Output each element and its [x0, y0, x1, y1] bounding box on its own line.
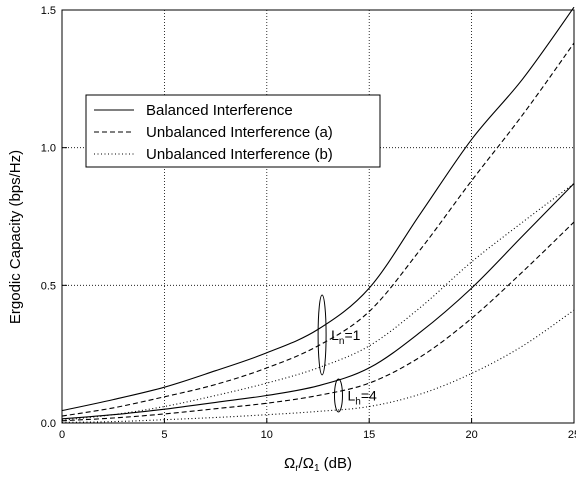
legend: Balanced Interference Unbalanced Interfe… [85, 94, 381, 168]
series-line-dotted-lh4 [61, 309, 575, 423]
x-tick-label: 20 [465, 429, 477, 441]
x-axis-title-unit: (dB) [320, 455, 353, 472]
legend-label-unbalanced-a: Unbalanced Interference (a) [146, 124, 333, 141]
y-tick-label: 0.0 [41, 418, 56, 430]
x-axis-title: Ωr/Ω1 (dB) [284, 455, 352, 474]
x-tick-label: 0 [59, 429, 65, 441]
x-axis-title-omega-r: Ω [284, 455, 295, 472]
series-line-solid-lh4 [61, 183, 575, 420]
series-line-dashed-lh4 [61, 221, 575, 422]
x-axis-title-sub-r: r [295, 463, 299, 474]
y-tick-label: 0.5 [41, 280, 56, 292]
series-line-dashed-ln1 [61, 42, 575, 417]
x-tick-label: 10 [261, 429, 273, 441]
x-tick-label: 5 [161, 429, 167, 441]
x-axis-title-slash: / [299, 455, 304, 472]
x-axis-title-omega-1: Ω [303, 455, 314, 472]
series-line-dotted-ln1 [61, 183, 575, 421]
x-axis-title-sub-1: 1 [314, 463, 320, 474]
legend-label-unbalanced-b: Unbalanced Interference (b) [146, 146, 333, 163]
x-tick-label: 25 [568, 429, 576, 441]
y-tick-label: 1.0 [41, 143, 56, 155]
y-tick-label: 1.5 [41, 5, 56, 17]
annotation-layer: Ln=1 Lh=4 [317, 294, 377, 413]
series-layer [61, 6, 575, 423]
grid-layer [62, 10, 574, 423]
series-line-solid-ln1 [61, 6, 575, 412]
annotation-ellipse-ln1 [317, 294, 327, 376]
tick-layer: 0 5 10 15 20 25 0.0 0.5 1.0 1.5 [41, 5, 576, 441]
plot-frame [61, 9, 575, 424]
legend-label-balanced: Balanced Interference [146, 102, 293, 119]
x-tick-label: 15 [363, 429, 375, 441]
y-axis-title: Ergodic Capacity (bps/Hz) [7, 150, 24, 324]
annotation-ellipse-lh4 [333, 378, 343, 413]
annotation-label-ln1: Ln=1 [331, 327, 361, 347]
legend-box [85, 94, 381, 168]
annotation-label-lh4: Lh=4 [347, 387, 377, 407]
